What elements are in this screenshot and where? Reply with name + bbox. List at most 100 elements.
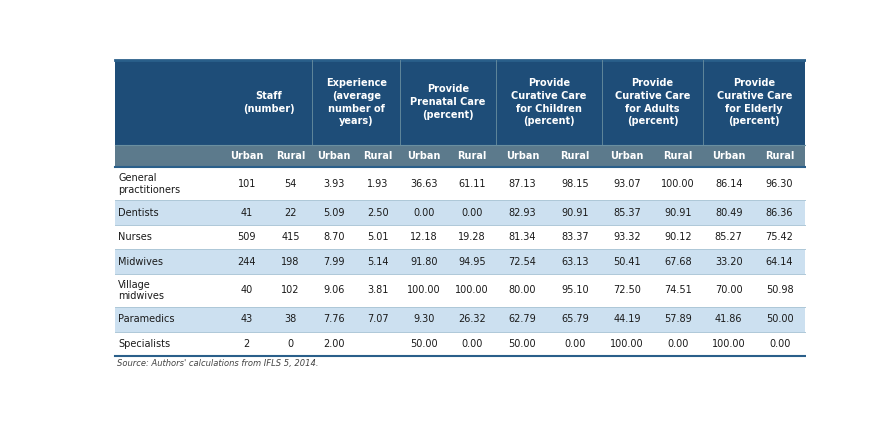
Text: 33.20: 33.20 [715, 256, 743, 267]
Text: 0.00: 0.00 [668, 339, 689, 349]
Text: Provide
Curative Care
for Children
(percent): Provide Curative Care for Children (perc… [511, 78, 587, 126]
Text: 85.37: 85.37 [613, 208, 641, 218]
Text: 5.09: 5.09 [323, 208, 345, 218]
Text: 0.00: 0.00 [769, 339, 790, 349]
Text: 72.54: 72.54 [508, 256, 537, 267]
Text: 65.79: 65.79 [562, 314, 590, 324]
Text: Rural: Rural [276, 151, 306, 161]
Text: 94.95: 94.95 [458, 256, 486, 267]
Text: Rural: Rural [561, 151, 590, 161]
Text: 0.00: 0.00 [461, 208, 483, 218]
Text: General
practitioners: General practitioners [118, 173, 180, 195]
Text: Provide
Prenatal Care
(percent): Provide Prenatal Care (percent) [410, 84, 486, 120]
Text: 7.99: 7.99 [323, 256, 345, 267]
Text: 98.15: 98.15 [562, 179, 589, 189]
Text: 96.30: 96.30 [766, 179, 793, 189]
Text: 26.32: 26.32 [458, 314, 486, 324]
Text: 2: 2 [244, 339, 250, 349]
Text: 100.00: 100.00 [712, 339, 745, 349]
Text: 64.14: 64.14 [766, 256, 793, 267]
Text: 70.00: 70.00 [715, 285, 743, 295]
Text: 50.00: 50.00 [766, 314, 794, 324]
Text: Nurses: Nurses [118, 232, 152, 242]
Bar [116, 145, 805, 167]
Text: 3.81: 3.81 [367, 285, 389, 295]
Text: 63.13: 63.13 [562, 256, 589, 267]
Text: 7.07: 7.07 [367, 314, 389, 324]
Text: Dentists: Dentists [118, 208, 159, 218]
Text: 44.19: 44.19 [614, 314, 641, 324]
Text: 36.63: 36.63 [410, 179, 437, 189]
Text: Urban: Urban [505, 151, 539, 161]
Text: Rural: Rural [765, 151, 794, 161]
Text: 415: 415 [281, 232, 300, 242]
Text: 81.34: 81.34 [509, 232, 536, 242]
Bar [116, 59, 805, 145]
Text: 198: 198 [281, 256, 299, 267]
Text: 40: 40 [241, 285, 253, 295]
Bar [116, 200, 805, 225]
Text: Paramedics: Paramedics [118, 314, 175, 324]
Text: 100.00: 100.00 [407, 285, 441, 295]
Bar [116, 307, 805, 332]
Text: Provide
Curative Care
for Adults
(percent): Provide Curative Care for Adults (percen… [615, 78, 690, 126]
Text: 509: 509 [237, 232, 256, 242]
Text: 85.27: 85.27 [715, 232, 743, 242]
Text: 43: 43 [241, 314, 253, 324]
Text: 0.00: 0.00 [413, 208, 435, 218]
Text: 82.93: 82.93 [509, 208, 536, 218]
Text: 100.00: 100.00 [455, 285, 488, 295]
Text: 50.00: 50.00 [410, 339, 438, 349]
Text: Staff
(number): Staff (number) [243, 91, 295, 113]
Text: 5.01: 5.01 [367, 232, 389, 242]
Text: 87.13: 87.13 [509, 179, 536, 189]
Bar [116, 225, 805, 250]
Text: 100.00: 100.00 [661, 179, 694, 189]
Text: 80.00: 80.00 [509, 285, 536, 295]
Text: 80.49: 80.49 [715, 208, 743, 218]
Text: Urban: Urban [610, 151, 644, 161]
Text: Rural: Rural [457, 151, 487, 161]
Text: 100.00: 100.00 [610, 339, 644, 349]
Text: Urban: Urban [230, 151, 263, 161]
Text: 244: 244 [237, 256, 256, 267]
Text: Source: Authors' calculations from IFLS 5, 2014.: Source: Authors' calculations from IFLS … [116, 360, 318, 369]
Text: 86.14: 86.14 [715, 179, 743, 189]
Text: 9.06: 9.06 [323, 285, 345, 295]
Text: Rural: Rural [364, 151, 392, 161]
Bar [116, 274, 805, 307]
Text: 83.37: 83.37 [562, 232, 589, 242]
Text: 93.07: 93.07 [614, 179, 641, 189]
Text: 57.89: 57.89 [664, 314, 692, 324]
Text: 102: 102 [281, 285, 300, 295]
Text: 95.10: 95.10 [562, 285, 589, 295]
Bar [116, 250, 805, 274]
Text: 90.12: 90.12 [664, 232, 692, 242]
Text: 0.00: 0.00 [564, 339, 586, 349]
Bar [116, 332, 805, 356]
Text: 101: 101 [237, 179, 256, 189]
Text: 22: 22 [284, 208, 297, 218]
Text: Urban: Urban [712, 151, 745, 161]
Text: 8.70: 8.70 [323, 232, 345, 242]
Text: 61.11: 61.11 [458, 179, 486, 189]
Text: 54: 54 [284, 179, 297, 189]
Text: 72.50: 72.50 [613, 285, 642, 295]
Text: 50.98: 50.98 [766, 285, 794, 295]
Text: 50.41: 50.41 [614, 256, 641, 267]
Text: 67.68: 67.68 [664, 256, 692, 267]
Text: 0: 0 [288, 339, 294, 349]
Text: 2.00: 2.00 [323, 339, 345, 349]
Text: Village
midwives: Village midwives [118, 279, 164, 301]
Text: Urban: Urban [317, 151, 351, 161]
Text: 38: 38 [284, 314, 297, 324]
Text: 50.00: 50.00 [509, 339, 536, 349]
Text: 90.91: 90.91 [664, 208, 692, 218]
Text: Urban: Urban [407, 151, 441, 161]
Text: Experience
(average
number of
years): Experience (average number of years) [325, 78, 387, 126]
Text: 2.50: 2.50 [367, 208, 389, 218]
Text: 93.32: 93.32 [614, 232, 641, 242]
Text: 41: 41 [241, 208, 253, 218]
Text: 41.86: 41.86 [715, 314, 743, 324]
Text: Rural: Rural [663, 151, 693, 161]
